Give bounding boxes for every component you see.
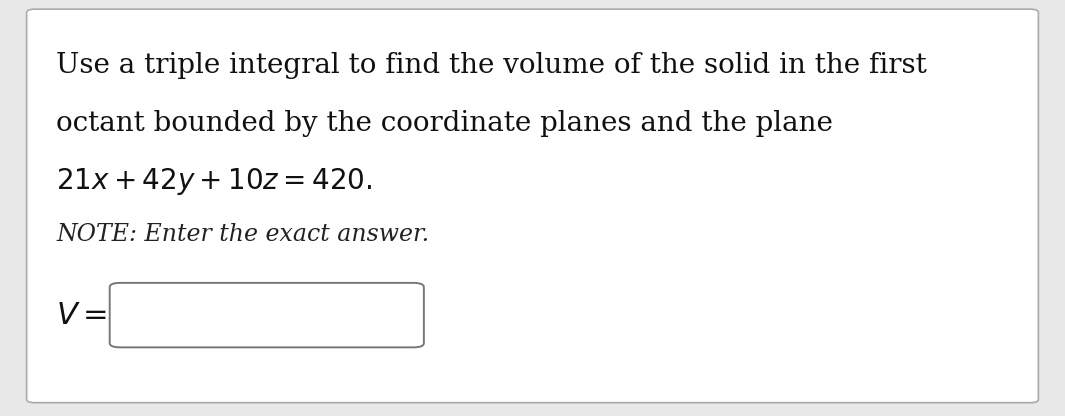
Text: $21x + 42y + 10z = 420.$: $21x + 42y + 10z = 420.$ [56,166,373,198]
Text: Use a triple integral to find the volume of the solid in the first: Use a triple integral to find the volume… [56,52,928,79]
Text: NOTE: Enter the exact answer.: NOTE: Enter the exact answer. [56,223,429,245]
Text: $V =$: $V =$ [56,300,108,331]
Text: octant bounded by the coordinate planes and the plane: octant bounded by the coordinate planes … [56,110,833,137]
